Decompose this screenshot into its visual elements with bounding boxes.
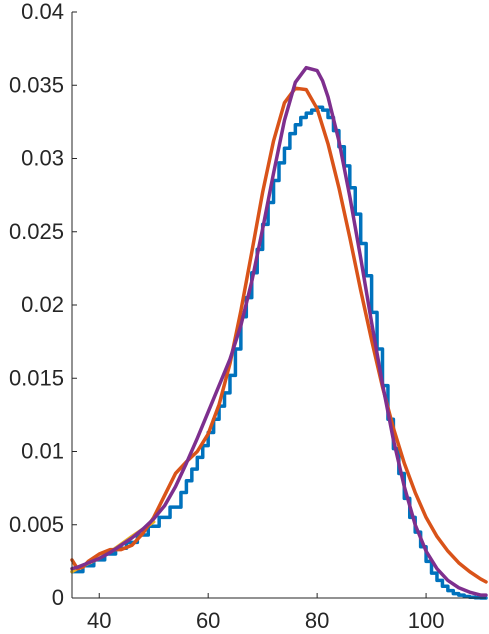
- y-tick-label: 0.04: [21, 0, 64, 24]
- histogram-series-line-0: [70, 105, 488, 600]
- y-tick-label: 0.035: [9, 72, 64, 97]
- y-tick-label: 0.03: [21, 146, 64, 171]
- x-tick-label: 60: [196, 608, 220, 633]
- y-tick-label: 0: [52, 585, 64, 610]
- density-series-line-2: [70, 86, 488, 584]
- y-tick-label: 0.02: [21, 292, 64, 317]
- plot-area: [70, 65, 488, 600]
- x-tick-label: 80: [305, 608, 329, 633]
- x-tick-label: 40: [87, 608, 111, 633]
- y-tick-label: 0.005: [9, 512, 64, 537]
- y-tick-label: 0.025: [9, 219, 64, 244]
- x-axis-ticks: 40 60 80 100: [87, 593, 444, 633]
- x-tick-label: 100: [408, 608, 445, 633]
- y-tick-label: 0.015: [9, 365, 64, 390]
- y-tick-label: 0.01: [21, 439, 64, 464]
- y-axis-ticks: 0 0.005 0.01 0.015 0.02 0.025 0.03 0.035 0.04: [9, 0, 77, 610]
- density-series-line-3: [70, 65, 488, 597]
